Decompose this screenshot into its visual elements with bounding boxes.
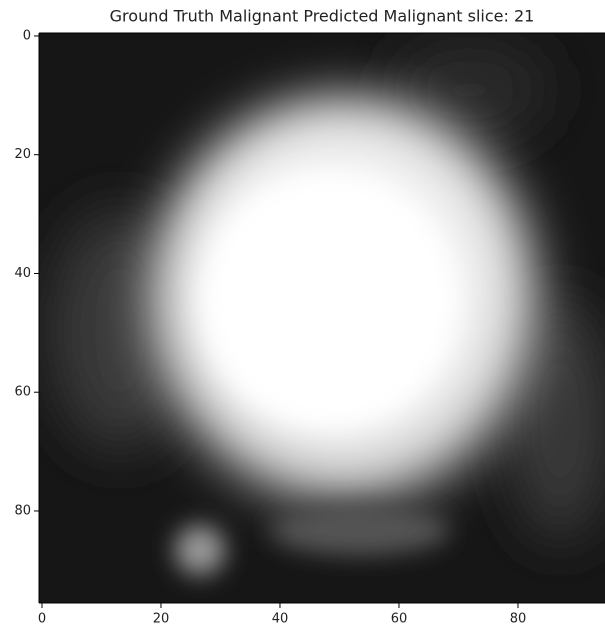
y-tick-label: 80 (14, 503, 31, 518)
y-tick-label: 0 (23, 28, 31, 43)
chart-title: Ground Truth Malignant Predicted Maligna… (110, 7, 535, 26)
x-tick-label: 80 (510, 612, 527, 627)
image (39, 33, 605, 603)
x-tick-label: 40 (272, 612, 289, 627)
y-tick-label: 60 (14, 385, 31, 400)
y-tick-label: 40 (14, 266, 31, 281)
x-tick-label: 20 (153, 612, 170, 627)
x-tick-label: 60 (391, 612, 408, 627)
chart: Ground Truth Malignant Predicted Maligna… (0, 0, 605, 627)
y-tick-label: 20 (14, 147, 31, 162)
x-tick-label: 0 (38, 612, 46, 627)
